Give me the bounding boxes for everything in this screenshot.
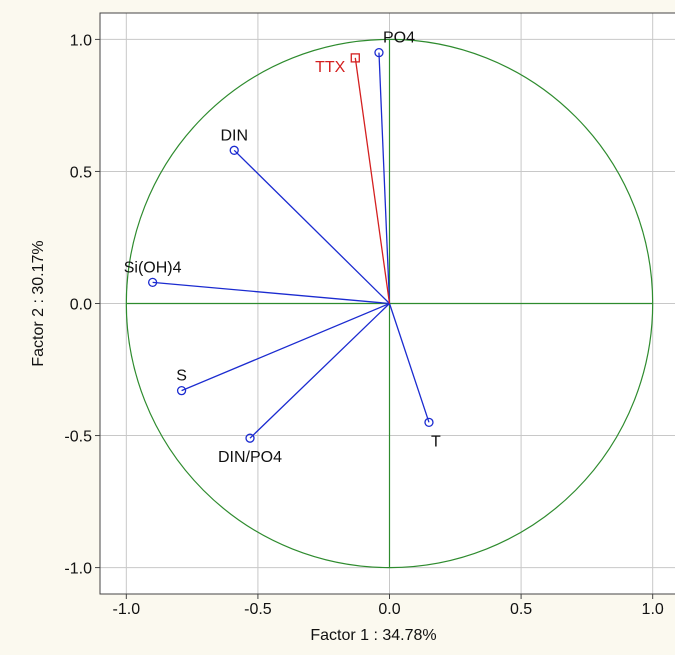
vector-po4 [378,52,391,304]
y-tick-label: -1.0 [64,561,92,578]
x-tick-label: 1.0 [642,601,664,618]
vector-s [181,302,390,392]
y-tick-label: 0.0 [70,297,92,314]
x-tick-label: -0.5 [244,601,272,618]
supplementary-label: TTX [315,59,346,76]
x-tick-label: 0.0 [378,601,400,618]
x-tick-label: 0.5 [510,601,532,618]
x-axis-label: Factor 1 : 34.78% [310,627,436,644]
vector-supplementary [354,57,391,304]
vector-t [388,303,430,423]
point-s [176,385,187,396]
point-label: Si(OH)4 [124,259,182,276]
y-tick-label: 1.0 [70,32,92,49]
vector-din-po4 [249,303,390,439]
point-label: PO4 [383,30,415,47]
point-label: DIN [220,127,248,144]
x-tick-label: -1.0 [113,601,141,618]
vector-si-oh-4 [152,281,390,305]
point-label: DIN/PO4 [218,449,282,466]
point-t [424,417,434,427]
point-label: S [176,368,187,385]
point-din [229,145,239,155]
point-label: T [431,433,441,450]
point-supplementary [350,53,360,63]
point-din-po4 [245,433,255,443]
vector-din [233,149,390,304]
y-tick-label: 0.5 [70,164,92,181]
y-axis-label: Factor 2 : 30.17% [30,240,47,366]
y-tick-label: -0.5 [64,429,92,446]
point-si-oh-4 [147,277,158,288]
point-po4 [374,47,384,58]
